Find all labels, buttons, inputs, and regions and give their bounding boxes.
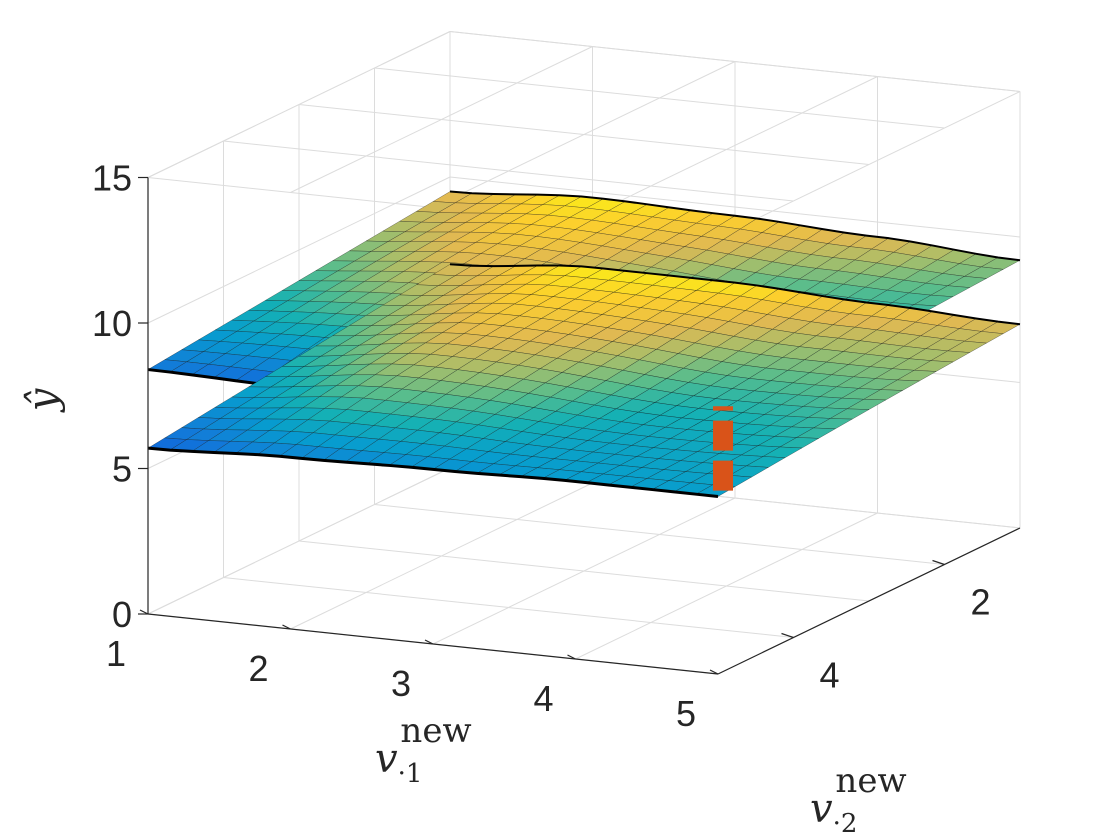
surface-2 — [147, 263, 1021, 498]
y-axis-line — [717, 527, 1021, 675]
x-tick — [139, 609, 149, 615]
grid-line — [147, 176, 451, 324]
grid-line — [298, 540, 870, 602]
axis-labels: v·1new v·2new ŷ — [20, 387, 907, 839]
grid-line — [298, 104, 870, 165]
y-tick-label: 4 — [819, 655, 839, 696]
x-tick — [424, 639, 434, 645]
x-tick — [709, 669, 719, 675]
surface-edge — [147, 446, 719, 498]
y-axis-label: v·2new — [810, 761, 907, 839]
x-tick-label: 4 — [533, 678, 553, 719]
x-tick — [282, 624, 291, 630]
grid-line — [374, 504, 945, 565]
z-tick-label: 10 — [92, 303, 132, 344]
grid-line — [449, 31, 1021, 92]
x-tick-label: 1 — [106, 633, 126, 674]
z-axis-label: ŷ — [20, 387, 66, 413]
tick-labels: 1 2 3 4 5 2 4 0 5 10 15 — [92, 158, 991, 735]
z-tick-label: 5 — [112, 449, 132, 490]
y-tick-label: 2 — [970, 582, 990, 623]
surface-edge — [449, 190, 1021, 262]
z-tick-label: 15 — [92, 158, 132, 199]
x-tick — [567, 654, 576, 660]
x-tick-label: 5 — [676, 693, 696, 734]
x-axis-label: v·1new — [375, 711, 472, 789]
y-tick — [781, 632, 794, 639]
surfaces — [147, 190, 1021, 498]
x-tick-label: 3 — [391, 663, 411, 704]
x-tick-label: 2 — [248, 648, 268, 689]
surface-edge — [449, 263, 1021, 326]
z-tick-label: 0 — [112, 594, 132, 635]
y-tick — [932, 559, 945, 566]
grid-line — [223, 577, 794, 638]
grid-line — [374, 67, 945, 129]
grid-line — [223, 140, 794, 202]
grid-line — [449, 176, 1021, 238]
